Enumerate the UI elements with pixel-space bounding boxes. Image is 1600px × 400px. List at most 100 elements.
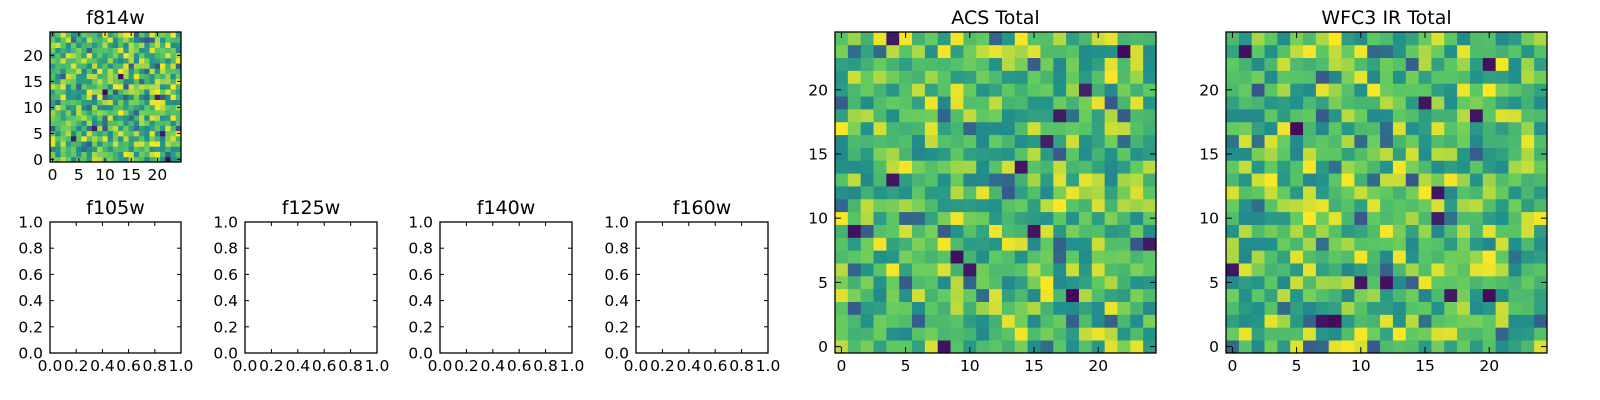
heatmap-cell [1534,173,1548,187]
heatmap-cell [860,134,874,148]
heatmap-cell [1495,314,1509,328]
heatmap-cell [149,73,156,80]
heatmap-cell [899,121,913,136]
heatmap-cell [170,52,177,59]
heatmap-cell [1482,224,1496,238]
heatmap-cell [1238,275,1253,290]
heatmap-cell [1495,301,1509,315]
heatmap-cell [1418,121,1432,136]
heatmap-cell [1264,340,1278,354]
heatmap-cell [912,250,926,264]
heatmap-cell [55,32,61,38]
heatmap-cell [65,156,72,163]
heatmap-cell [81,42,88,48]
heatmap-cell [1405,83,1419,97]
heatmap-cell [1444,275,1458,290]
heatmap-cell [924,173,939,187]
heatmap-cell [1431,147,1445,161]
heatmap-cell [1431,288,1445,302]
heatmap-cell [139,94,145,100]
heatmap-cell [1014,70,1028,84]
heatmap-cell [912,263,926,277]
heatmap-cell [1444,186,1458,200]
heatmap-cell [50,42,56,48]
heatmap-cell [1053,160,1067,174]
heatmap-cell [133,104,140,111]
heatmap-cell [55,104,61,111]
heatmap-cell [1264,32,1278,46]
heatmap-cell [154,125,161,132]
heatmap-cell [123,84,129,90]
heatmap-cell [1001,340,1016,354]
heatmap-cell [963,186,977,200]
heatmap-cell [1380,263,1394,277]
heatmap-cell [937,275,951,290]
heatmap-cell [1066,109,1080,123]
heatmap-cell [1104,109,1118,123]
heatmap-cell [1277,147,1291,161]
f125w-ytick-label: 0.8 [213,240,238,258]
heatmap-cell [81,99,88,106]
heatmap-cell [860,237,874,251]
heatmap-cell [1104,121,1118,136]
heatmap-cell [1328,44,1342,59]
heatmap-cell [175,58,182,64]
heatmap-cell [102,110,108,116]
heatmap-cell [118,141,124,147]
heatmap-cell [1091,301,1105,315]
heatmap-cell [1495,83,1509,97]
heatmap-cell [1405,96,1419,110]
heatmap-cell [1392,263,1407,277]
heatmap-cell [1251,83,1265,97]
heatmap-cell [1238,340,1253,354]
heatmap-cell [1251,147,1265,161]
heatmap-cell [1508,32,1522,46]
heatmap-cell [1001,314,1016,328]
heatmap-cell [1014,173,1028,187]
heatmap-cell [76,151,82,158]
heatmap-cell [1130,198,1144,213]
heatmap-cell [1534,57,1548,71]
heatmap-cell [128,120,135,126]
heatmap-cell [1290,70,1304,84]
heatmap-cell [1277,301,1291,315]
heatmap-cell [1226,314,1240,328]
f160w-title: f160w [673,197,732,219]
heatmap-cell [1290,147,1304,161]
heatmap-cell [886,160,900,174]
heatmap-cell [139,63,145,69]
heatmap-cell [1303,70,1317,84]
heatmap-cell [118,115,124,121]
heatmap-cell [76,84,82,90]
heatmap-cell [1367,121,1381,136]
heatmap-cell [912,186,926,200]
heatmap-cell [1418,237,1432,251]
heatmap-cell [1027,186,1041,200]
heatmap-cell [835,173,849,187]
heatmap-cell [91,78,98,85]
heatmap-cell [1380,160,1394,174]
heatmap-cell [1469,57,1484,71]
heatmap-cell [118,52,124,59]
heatmap-cell [55,73,61,80]
heatmap-cell [91,52,98,59]
heatmap-cell [1444,198,1458,213]
heatmap-cell [835,32,849,46]
heatmap-cell [170,136,177,142]
heatmap-cell [989,263,1003,277]
heatmap-cell [899,237,913,251]
heatmap-cell [1380,70,1394,84]
heatmap-cell [107,68,114,74]
heatmap-cell [133,125,140,132]
heatmap-cell [860,314,874,328]
heatmap-cell [107,58,114,64]
heatmap-cell [1431,327,1445,341]
heatmap-cell [97,146,103,152]
heatmap-cell [55,146,61,152]
heatmap-cell [160,151,166,158]
heatmap-cell [1482,250,1496,264]
heatmap-cell [1367,160,1381,174]
heatmap-cell [97,115,103,121]
heatmap-cell [1521,301,1535,315]
heatmap-cell [976,173,990,187]
